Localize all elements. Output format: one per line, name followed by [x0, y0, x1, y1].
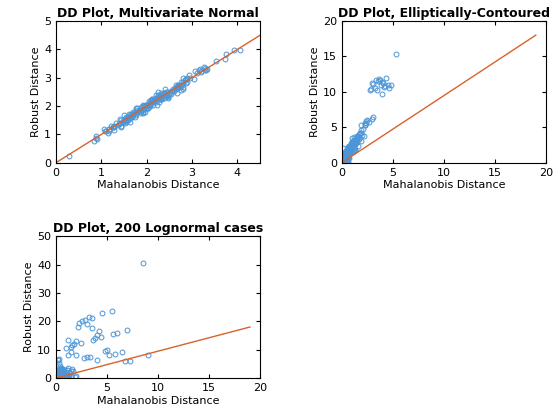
X-axis label: Mahalanobis Distance: Mahalanobis Distance [97, 396, 220, 406]
X-axis label: Mahalanobis Distance: Mahalanobis Distance [382, 180, 505, 190]
Y-axis label: Robust Distance: Robust Distance [310, 47, 320, 137]
Title: DD Plot, Multivariate Normal: DD Plot, Multivariate Normal [57, 7, 259, 20]
Title: DD Plot, Elliptically-Contoured: DD Plot, Elliptically-Contoured [338, 7, 550, 20]
Y-axis label: Robust Distance: Robust Distance [31, 47, 41, 137]
Title: DD Plot, 200 Lognormal cases: DD Plot, 200 Lognormal cases [53, 222, 263, 235]
X-axis label: Mahalanobis Distance: Mahalanobis Distance [97, 180, 220, 190]
Y-axis label: Robust Distance: Robust Distance [24, 262, 34, 352]
